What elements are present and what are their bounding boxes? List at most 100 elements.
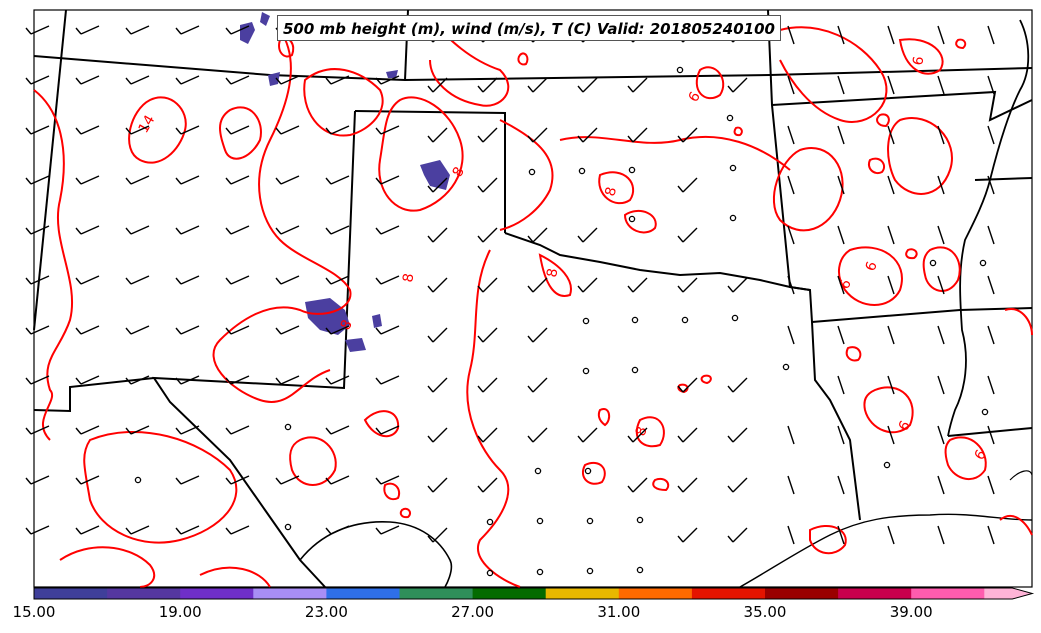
contour-label: 8 <box>602 185 620 198</box>
wind-barb <box>325 175 350 185</box>
wind-barb <box>837 225 845 245</box>
arizona-newmexico-border <box>33 9 67 331</box>
temperature-contour <box>582 462 606 485</box>
calm-wind-marker <box>586 517 594 525</box>
oklahoma-panhandle <box>354 110 506 233</box>
colorbar-segment <box>765 588 839 599</box>
wind-barb <box>527 77 548 93</box>
colorbar-segment <box>911 588 985 599</box>
wind-barb <box>887 175 895 195</box>
contour-label: 8 <box>400 272 417 284</box>
temperature-contour <box>199 566 271 588</box>
wind-barb <box>175 225 200 235</box>
colorbar-segment <box>618 588 693 599</box>
newmexico-texas-border <box>152 110 356 588</box>
contour-label: 6 <box>910 55 927 67</box>
wind-barb <box>987 25 995 45</box>
calm-wind-marker <box>676 66 684 74</box>
shaded-region <box>372 314 382 328</box>
calm-wind-marker <box>134 476 142 484</box>
wind-barb <box>375 225 400 235</box>
wind-barb <box>427 277 448 293</box>
colorbar-segment <box>107 588 181 599</box>
temperature-contour <box>999 515 1033 536</box>
temperature-contour <box>652 478 670 492</box>
calm-wind-marker <box>528 168 536 176</box>
wind-barb <box>175 525 200 535</box>
wind-barb <box>937 125 945 145</box>
tennessee-border <box>974 177 1033 181</box>
wind-barb <box>25 425 50 435</box>
wind-barb <box>577 277 598 293</box>
colorbar-tick-label: 19.00 <box>158 603 202 621</box>
shaded-region <box>386 70 398 78</box>
wind-barb <box>887 525 895 545</box>
temperature-contour <box>538 253 572 297</box>
wind-barb <box>727 277 748 293</box>
wind-barb <box>125 175 150 185</box>
wind-barb <box>375 375 400 385</box>
wind-barb <box>325 375 350 385</box>
wind-barb <box>577 227 598 243</box>
wind-barb <box>175 125 200 135</box>
colorbar-tick-label: 15.00 <box>12 603 56 621</box>
temperature-contour <box>809 525 847 555</box>
wind-barb <box>987 175 995 195</box>
wind-barb <box>887 425 895 445</box>
wind-barb <box>25 275 50 285</box>
wind-barb <box>527 127 548 143</box>
shaded-region <box>305 298 350 335</box>
wind-barb <box>75 325 100 335</box>
wind-barb <box>937 175 945 195</box>
temperature-contour <box>845 346 862 362</box>
temperature-contour <box>922 246 961 292</box>
wind-barb <box>677 277 698 293</box>
colorbar-segment <box>180 588 254 599</box>
wind-barb <box>887 325 895 345</box>
calm-wind-marker <box>578 167 586 175</box>
wind-barb <box>325 125 350 135</box>
temperature-contour <box>517 52 529 66</box>
temperature-contour <box>429 19 510 107</box>
wind-barb <box>937 475 945 495</box>
wind-barb <box>75 25 100 35</box>
calm-wind-marker <box>636 566 644 574</box>
wind-barb <box>987 325 995 345</box>
wind-barb <box>627 127 648 143</box>
wind-barb <box>225 25 250 35</box>
wind-barb <box>477 377 498 393</box>
wind-barb <box>375 525 400 535</box>
wind-barb <box>727 377 748 393</box>
wind-barb <box>75 375 100 385</box>
temperature-contour <box>598 171 635 205</box>
calm-wind-marker <box>284 523 292 531</box>
colorbar-segment <box>399 588 474 599</box>
wind-barb <box>175 425 200 435</box>
temperature-contour <box>772 147 844 232</box>
wind-barb <box>727 527 748 543</box>
wind-barb <box>987 425 995 445</box>
wind-barb <box>375 75 400 85</box>
wind-barb <box>75 525 100 535</box>
wind-barb <box>477 427 498 443</box>
wind-barb <box>477 327 498 343</box>
wind-barb <box>527 327 548 343</box>
rio-grande-west <box>299 521 453 588</box>
colorbar-tick-label: 31.00 <box>597 603 641 621</box>
wind-barb <box>787 175 795 195</box>
colorbar <box>33 587 1035 600</box>
wind-barb <box>937 25 945 45</box>
wind-barb <box>787 125 795 145</box>
texas-louisiana-border <box>811 321 861 521</box>
temperature-contour <box>303 68 384 137</box>
wind-barb <box>987 375 995 395</box>
wind-barb <box>787 325 795 345</box>
temperature-contour <box>838 246 903 306</box>
wind-barb <box>477 127 498 143</box>
calm-wind-marker <box>486 569 494 577</box>
wind-barb <box>677 127 698 143</box>
colorbar-segment <box>326 588 400 599</box>
wind-barb <box>125 275 150 285</box>
wind-barb <box>25 25 50 35</box>
